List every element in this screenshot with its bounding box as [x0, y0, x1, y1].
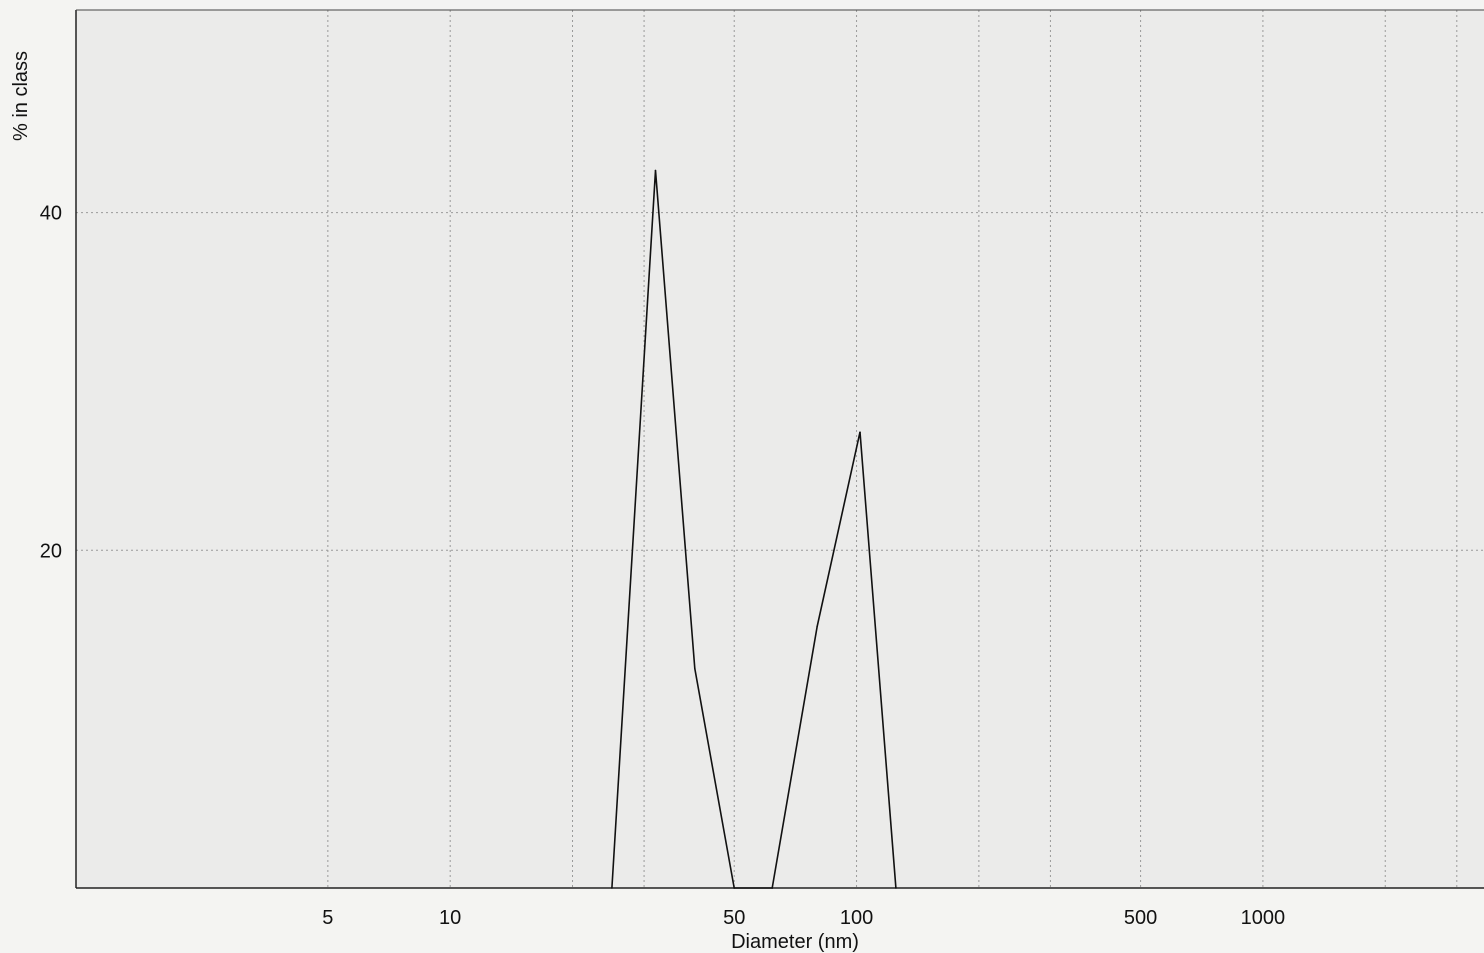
- x-tick-label: 10: [439, 907, 461, 929]
- data-point: [816, 625, 818, 628]
- x-tick-label: 500: [1124, 907, 1157, 929]
- series-layer: [611, 169, 897, 889]
- x-tick-label: 50: [723, 907, 745, 929]
- x-tick-labels: 5 10 50 100 500 1000: [322, 907, 1285, 929]
- grid: [76, 10, 1484, 888]
- y-axis-title: % in class: [10, 51, 32, 141]
- data-point: [859, 431, 861, 433]
- x-axis-title: Diameter (nm): [731, 931, 859, 953]
- data-point: [733, 887, 736, 889]
- x-tick-label: 1000: [1241, 907, 1286, 929]
- plot-area: [76, 10, 1484, 888]
- x-tick-label: 5: [322, 907, 333, 929]
- data-point: [771, 887, 773, 889]
- axes: [75, 9, 1484, 889]
- data-point: [895, 887, 897, 889]
- data-point: [694, 667, 696, 670]
- y-tick-label: 20: [40, 540, 62, 562]
- x-tick-label: 100: [840, 907, 873, 929]
- data-point: [611, 887, 613, 889]
- series-line: [611, 170, 897, 889]
- y-tick-label: 40: [40, 203, 62, 225]
- data-point: [654, 169, 657, 172]
